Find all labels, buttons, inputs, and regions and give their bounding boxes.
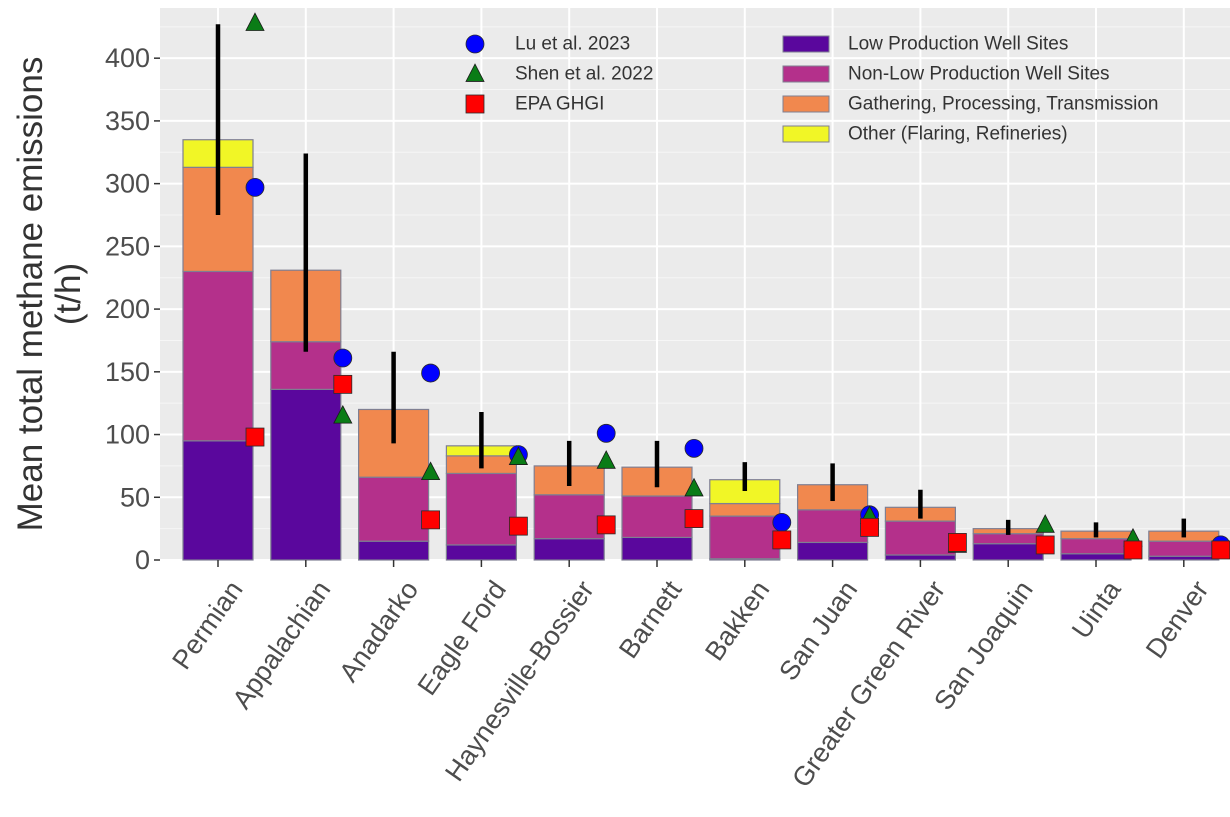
bar-segment-low-production-well-sites bbox=[533, 538, 605, 561]
point-shen-et-al-2022 bbox=[245, 12, 265, 31]
legend-label: Non-Low Production Well Sites bbox=[848, 64, 1110, 85]
point-lu-et-al-2023 bbox=[596, 423, 616, 443]
legend-label: Other (Flaring, Refineries) bbox=[848, 124, 1068, 145]
x-tick-label: Greater Green River bbox=[786, 575, 951, 793]
legend-label: EPA GHGI bbox=[515, 94, 604, 115]
legend-key-gathering-processing-transmission bbox=[782, 95, 830, 113]
point-epa-ghgi bbox=[508, 516, 528, 536]
point-shen-et-al-2022 bbox=[1035, 514, 1055, 533]
y-axis-title: Mean total methane emissions (t/h) bbox=[11, 57, 88, 532]
x-tick-label: Haynesville-Bossier bbox=[439, 575, 600, 786]
y-tick-label: 250 bbox=[105, 231, 150, 261]
point-shen-et-al-2022 bbox=[508, 446, 529, 465]
bar-segment-non-low-production-well-sites bbox=[884, 520, 957, 556]
legend: Lu et al. 2023 Shen et al. 2022 EPA GHGI Lo… bbox=[465, 34, 1158, 145]
point-epa-ghgi bbox=[684, 509, 704, 529]
point-epa-ghgi bbox=[596, 515, 616, 535]
point-lu-et-al-2023 bbox=[684, 438, 704, 458]
bar-segment-low-production-well-sites bbox=[796, 541, 869, 561]
bar-segment-low-production-well-sites bbox=[358, 540, 430, 561]
x-tick-label: Eagle Ford bbox=[412, 575, 512, 700]
legend-key-non-low-production-well-sites bbox=[782, 65, 830, 83]
bar-segment-non-low-production-well-sites bbox=[533, 494, 605, 540]
x-tick-label: Anadarko bbox=[333, 575, 424, 687]
y-tick-label: 400 bbox=[105, 43, 150, 73]
legend-label: Gathering, Processing, Transmission bbox=[848, 94, 1158, 115]
x-tick-label: Denver bbox=[1140, 575, 1215, 664]
y-axis-title-line: (t/h) bbox=[49, 263, 88, 325]
bar-segment-gathering-processing-transmission bbox=[709, 502, 781, 517]
bar-segment-non-low-production-well-sites bbox=[796, 509, 869, 544]
point-epa-ghgi bbox=[245, 427, 265, 447]
point-shen-et-al-2022 bbox=[333, 404, 353, 424]
bar-segment-low-production-well-sites bbox=[270, 388, 342, 561]
legend-label: Low Production Well Sites bbox=[848, 34, 1068, 55]
point-shen-et-al-2022 bbox=[684, 477, 704, 497]
bar-segment-low-production-well-sites bbox=[445, 544, 517, 561]
point-lu-et-al-2023 bbox=[772, 512, 792, 532]
point-epa-ghgi bbox=[860, 517, 879, 537]
x-tick-label: Permian bbox=[166, 575, 248, 675]
y-tick-label: 100 bbox=[105, 420, 150, 450]
point-lu-et-al-2023 bbox=[245, 177, 265, 197]
bar-segment-low-production-well-sites bbox=[972, 543, 1044, 561]
bar-segment-non-low-production-well-sites bbox=[445, 472, 517, 546]
point-epa-ghgi bbox=[1123, 540, 1143, 560]
point-epa-ghgi bbox=[1035, 535, 1055, 555]
bar-segment-non-low-production-well-sites bbox=[1148, 540, 1220, 557]
bar-segment-non-low-production-well-sites bbox=[182, 270, 254, 442]
point-epa-ghgi bbox=[948, 533, 967, 552]
x-tick-label: Uinta bbox=[1066, 574, 1127, 644]
y-tick-label: 0 bbox=[135, 545, 150, 575]
bar-segment-non-low-production-well-sites bbox=[972, 533, 1044, 545]
bar-segment-non-low-production-well-sites bbox=[358, 476, 430, 542]
bar-segment-non-low-production-well-sites bbox=[709, 515, 781, 560]
error-bars bbox=[215, 24, 1187, 538]
y-tick-label: 150 bbox=[105, 357, 150, 387]
point-epa-ghgi bbox=[333, 374, 353, 394]
bar-segment-non-low-production-well-sites bbox=[1060, 538, 1132, 555]
bar-segment-low-production-well-sites bbox=[621, 536, 693, 561]
legend-key-other-flaring-refineries bbox=[782, 125, 830, 143]
legend-key-shen-et-al-2022 bbox=[465, 63, 485, 82]
legend-label: Lu et al. 2023 bbox=[515, 34, 630, 55]
legend-key-low-production-well-sites bbox=[782, 35, 830, 53]
point-lu-et-al-2023 bbox=[421, 363, 441, 383]
x-tick-label: San Juan bbox=[773, 575, 863, 686]
y-tick-label: 350 bbox=[105, 106, 150, 136]
bar-segment-non-low-production-well-sites bbox=[621, 495, 693, 539]
point-shen-et-al-2022 bbox=[420, 461, 441, 481]
point-epa-ghgi bbox=[1211, 540, 1230, 560]
x-tick-label: Bakken bbox=[699, 575, 775, 666]
legend-key-lu-et-al-2023 bbox=[465, 34, 485, 54]
y-tick-label: 50 bbox=[120, 482, 150, 512]
comparison-points bbox=[245, 12, 1230, 560]
y-tick-label: 300 bbox=[105, 169, 150, 199]
y-tick-label: 200 bbox=[105, 294, 150, 324]
x-tick-label: Barnett bbox=[613, 575, 688, 664]
point-lu-et-al-2023 bbox=[333, 348, 353, 368]
point-epa-ghgi bbox=[772, 530, 792, 550]
y-axis-title-line: Mean total methane emissions bbox=[11, 57, 50, 532]
point-shen-et-al-2022 bbox=[596, 450, 616, 469]
point-epa-ghgi bbox=[421, 510, 441, 530]
legend-key-epa-ghgi bbox=[465, 94, 485, 114]
bar-segment-low-production-well-sites bbox=[1060, 553, 1132, 561]
bar-segment-low-production-well-sites bbox=[884, 554, 957, 561]
y-axis: 0 50 100 150 200 250 300 350 400 bbox=[105, 43, 160, 575]
bar-segment-low-production-well-sites bbox=[182, 440, 254, 561]
legend-label: Shen et al. 2022 bbox=[515, 64, 653, 85]
